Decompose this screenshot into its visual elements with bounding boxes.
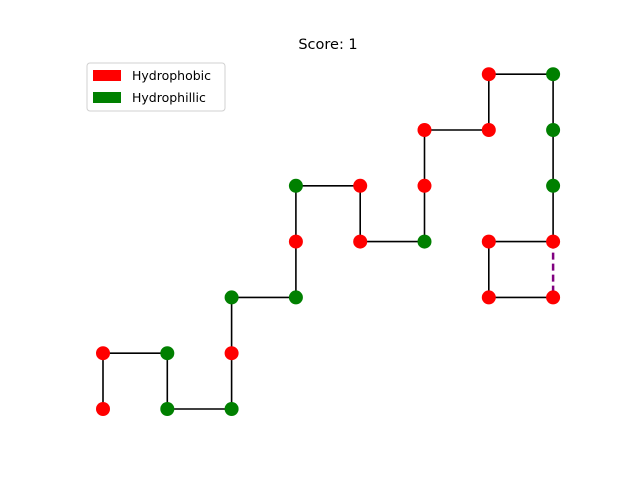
- legend: Hydrophobic Hydrophillic: [86, 62, 226, 112]
- hydrophobic-residue: [96, 346, 110, 361]
- hydrophobic-residue: [224, 346, 239, 361]
- hydrophobic-residue: [546, 234, 561, 249]
- legend-swatch-hydrophobic: [93, 70, 121, 81]
- hydrophobic-residue: [417, 123, 432, 137]
- hydrophobic-residue: [481, 234, 496, 249]
- hydrophillic-residue: [546, 178, 561, 193]
- hydrophobic-residue: [96, 402, 110, 416]
- hydrophobic-residue: [417, 178, 432, 193]
- legend-label-hydrophobic: Hydrophobic: [132, 68, 211, 83]
- hydrophobic-residue: [353, 234, 368, 249]
- hydrophillic-residue: [546, 67, 561, 82]
- hydrophillic-residue: [224, 402, 239, 416]
- residue-layer: [96, 67, 561, 416]
- hydrophillic-residue: [288, 290, 303, 305]
- hydrophillic-residue: [160, 346, 175, 361]
- hydrophobic-residue: [481, 67, 496, 82]
- legend-frame: [86, 62, 226, 112]
- hydrophillic-residue: [288, 178, 303, 193]
- hydrophobic-residue: [288, 234, 303, 249]
- hydrophobic-residue: [481, 290, 496, 305]
- hydrophillic-residue: [160, 402, 175, 416]
- hydrophobic-residue: [481, 123, 496, 137]
- legend-swatch-hydrophillic: [93, 92, 121, 103]
- score-title: Score: 1: [298, 37, 357, 53]
- hydrophillic-residue: [546, 123, 561, 137]
- legend-label-hydrophillic: Hydrophillic: [132, 90, 206, 105]
- hydrophobic-residue: [353, 178, 368, 193]
- backbone-layer: [102, 73, 554, 410]
- hydrophobic-residue: [546, 290, 561, 305]
- hydrophillic-residue: [417, 234, 432, 249]
- hydrophillic-residue: [224, 290, 239, 305]
